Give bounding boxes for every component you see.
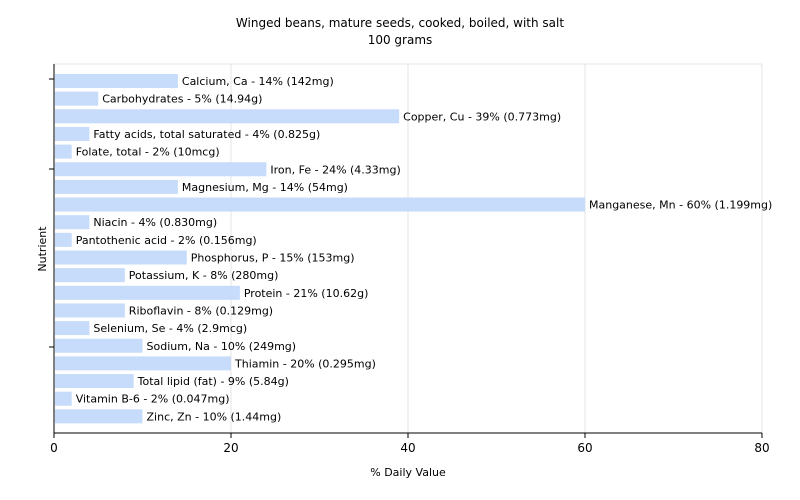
bar-12 (55, 285, 240, 300)
bar-19 (55, 409, 143, 424)
bar-7 (55, 197, 585, 212)
chart-title: Winged beans, mature seeds, cooked, boil… (235, 16, 565, 30)
bar-6 (55, 179, 178, 194)
bar-2 (55, 109, 400, 124)
bar-label-1: Carbohydrates - 5% (14.94g) (102, 93, 262, 106)
bar-label-11: Potassium, K - 8% (280mg) (129, 269, 279, 282)
bar-label-12: Protein - 21% (10.62g) (244, 287, 369, 300)
bar-9 (55, 232, 72, 247)
y-axis-title: Nutrient (36, 226, 49, 272)
bar-3 (55, 126, 90, 141)
bar-label-8: Niacin - 4% (0.830mg) (93, 216, 217, 229)
x-tick-label-40: 40 (400, 441, 415, 455)
bar-label-16: Thiamin - 20% (0.295mg) (234, 357, 376, 370)
bar-label-5: Iron, Fe - 24% (4.33mg) (270, 163, 400, 176)
x-tick-label-60: 60 (577, 441, 592, 455)
bar-15 (55, 338, 143, 353)
bars (55, 74, 585, 424)
bar-10 (55, 250, 187, 265)
x-axis-title: % Daily Value (370, 466, 446, 479)
x-tick-label-20: 20 (223, 441, 238, 455)
bar-label-10: Phosphorus, P - 15% (153mg) (191, 252, 355, 265)
bar-label-9: Pantothenic acid - 2% (0.156mg) (76, 234, 257, 247)
bar-0 (55, 74, 178, 88)
bar-label-7: Manganese, Mn - 60% (1.199mg) (589, 199, 772, 212)
bar-label-13: Riboflavin - 8% (0.129mg) (129, 304, 273, 317)
bar-label-0: Calcium, Ca - 14% (142mg) (182, 75, 334, 88)
bar-label-18: Vitamin B-6 - 2% (0.047mg) (76, 393, 230, 406)
bar-label-4: Folate, total - 2% (10mcg) (76, 146, 220, 159)
bar-labels: Calcium, Ca - 14% (142mg) Carbohydrates -… (76, 75, 773, 423)
bar-label-17: Total lipid (fat) - 9% (5.84g) (137, 375, 289, 388)
axes: 0 20 40 60 80 (49, 64, 770, 455)
bar-label-15: Sodium, Na - 10% (249mg) (147, 340, 297, 353)
x-tick-label-80: 80 (754, 441, 769, 455)
bar-5 (55, 162, 267, 177)
bar-8 (55, 215, 90, 230)
bar-label-2: Copper, Cu - 39% (0.773mg) (403, 110, 561, 123)
grid-lines (54, 63, 763, 433)
bar-14 (55, 321, 90, 336)
bar-label-14: Selenium, Se - 4% (2.9mcg) (93, 322, 247, 335)
bar-4 (55, 144, 72, 159)
bar-11 (55, 268, 125, 283)
x-tick-label-0: 0 (50, 441, 58, 455)
bar-17 (55, 374, 134, 389)
bar-1 (55, 91, 99, 106)
bar-18 (55, 391, 72, 406)
chart-subtitle: 100 grams (367, 33, 433, 47)
bar-label-19: Zinc, Zn - 10% (1.44mg) (147, 410, 282, 423)
bar-13 (55, 303, 125, 318)
bar-16 (55, 356, 231, 371)
bar-label-6: Magnesium, Mg - 14% (54mg) (182, 181, 348, 194)
bar-label-3: Fatty acids, total saturated - 4% (0.825… (93, 128, 320, 141)
